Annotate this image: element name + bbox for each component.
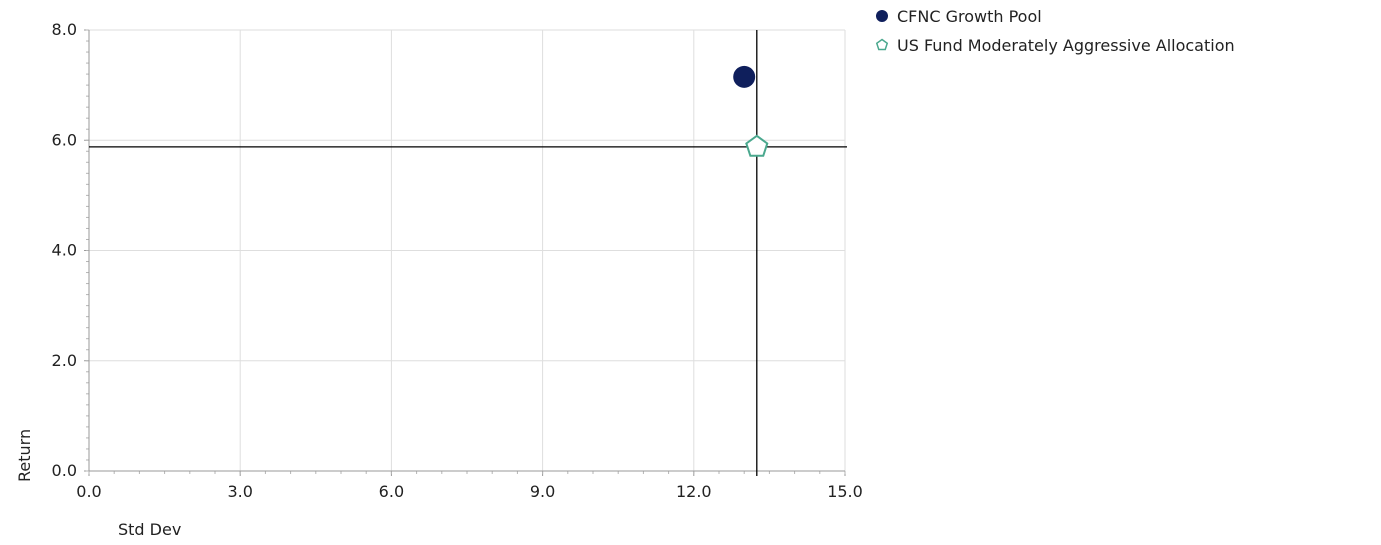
x-tick-labels: 0.0 3.0 6.0 9.0 12.0 15.0 <box>76 482 863 501</box>
grid <box>89 29 846 471</box>
legend-label: CFNC Growth Pool <box>897 7 1042 26</box>
y-tick-label: 0.0 <box>52 461 77 480</box>
x-tick-label: 15.0 <box>827 482 863 501</box>
x-tick-label: 6.0 <box>379 482 404 501</box>
data-point-cfnc-growth-pool[interactable] <box>733 65 756 88</box>
legend-marker-pentagon <box>875 38 889 51</box>
x-tick-label: 9.0 <box>530 482 555 501</box>
y-tick-label: 4.0 <box>52 241 77 260</box>
y-tick-label: 6.0 <box>52 130 77 149</box>
minor-ticks <box>84 29 846 476</box>
x-axis-title: Std Dev <box>118 520 181 539</box>
y-tick-label: 2.0 <box>52 351 77 370</box>
data-points <box>733 65 769 157</box>
legend: CFNC Growth Pool US Fund Moderately Aggre… <box>875 7 1235 55</box>
data-point-us-fund-moderately-aggressive-allocation[interactable] <box>745 134 769 157</box>
y-axis-title: Return <box>15 429 34 482</box>
y-tick-labels: 0.0 2.0 4.0 6.0 8.0 <box>52 20 77 480</box>
y-tick-label: 8.0 <box>52 20 77 39</box>
x-tick-label: 0.0 <box>76 482 101 501</box>
x-tick-label: 12.0 <box>676 482 712 501</box>
legend-marker-circle <box>876 10 888 22</box>
reference-lines <box>89 30 847 476</box>
x-tick-label: 3.0 <box>227 482 252 501</box>
legend-label: US Fund Moderately Aggressive Allocation <box>897 36 1235 55</box>
